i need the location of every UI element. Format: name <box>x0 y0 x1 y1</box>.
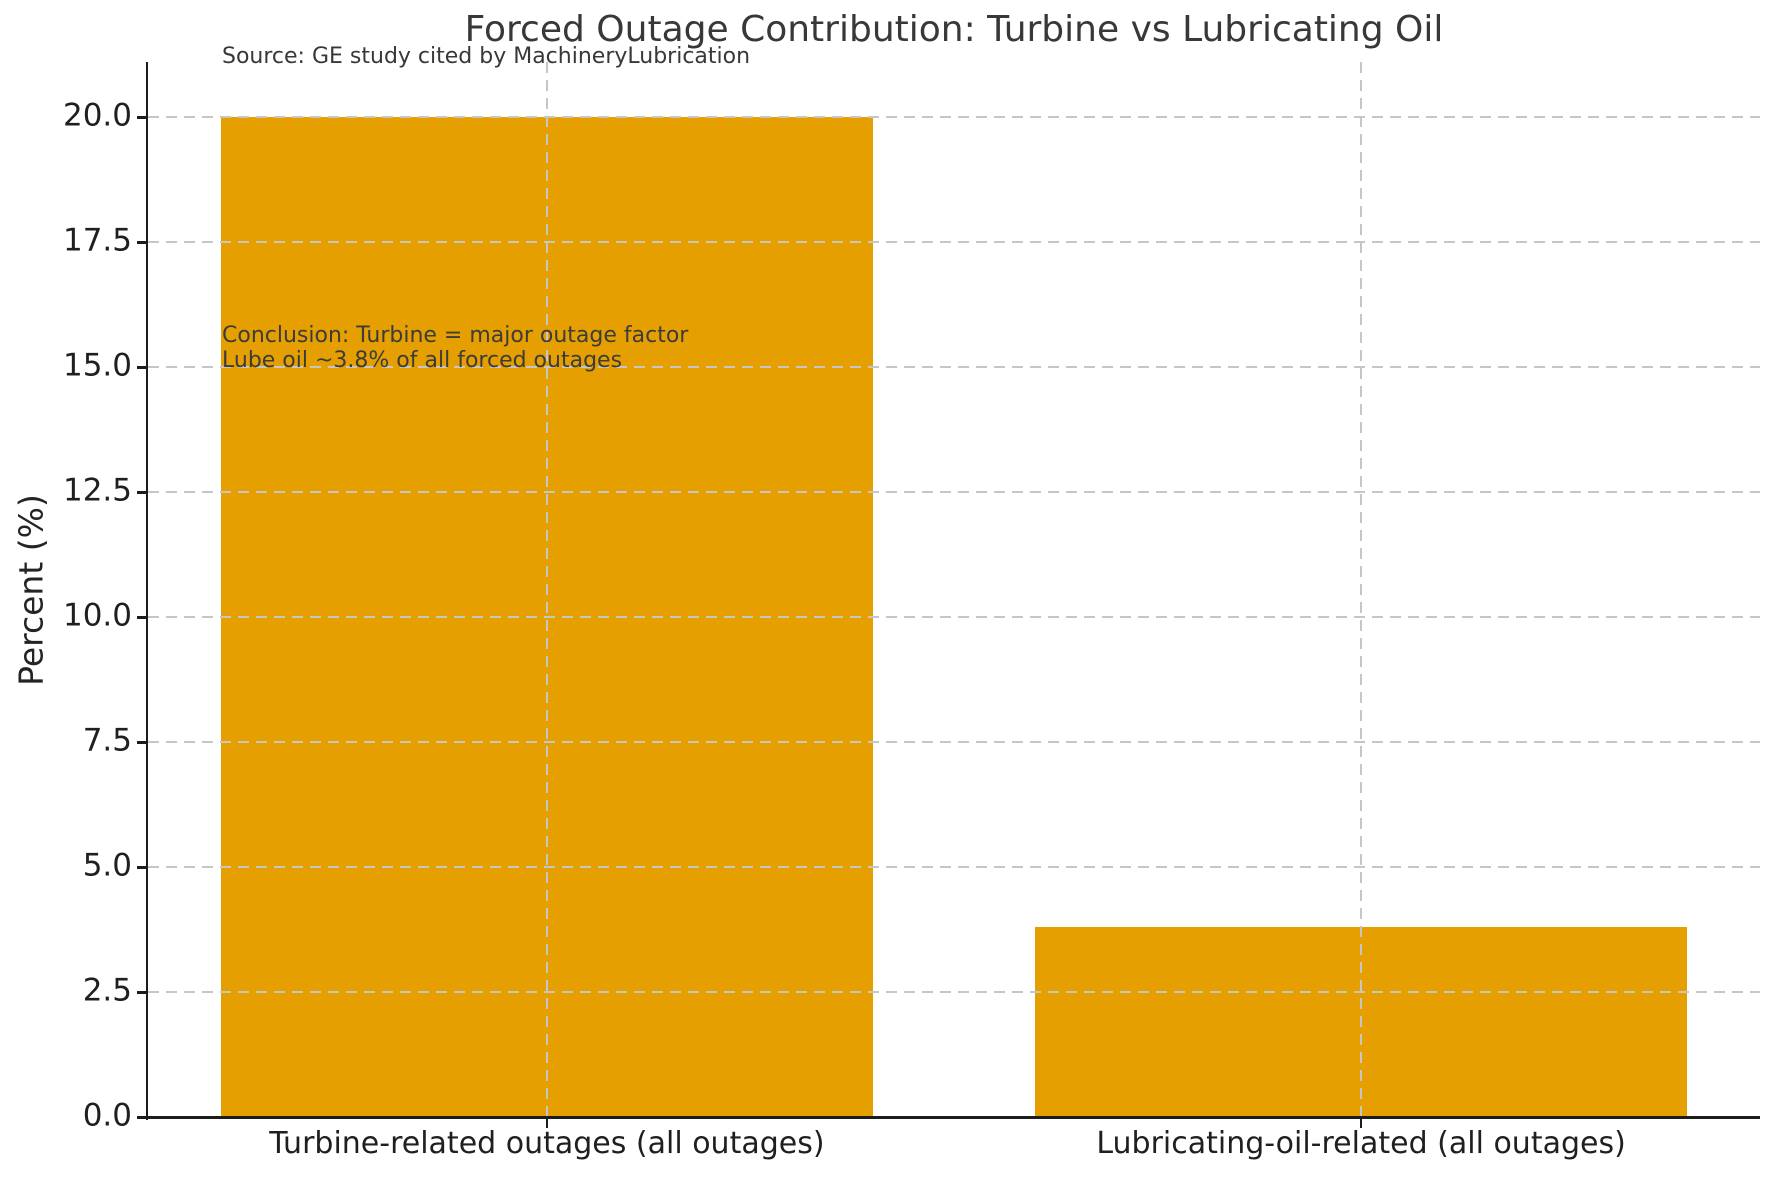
y-axis-label: Percent (%) <box>11 494 51 686</box>
horizontal-gridline <box>148 241 1760 243</box>
y-tick-label: 17.5 <box>62 222 132 259</box>
source-note: Source: GE study cited by MachineryLubri… <box>222 44 751 69</box>
horizontal-gridline <box>148 491 1760 493</box>
y-tick-mark <box>136 741 146 744</box>
horizontal-gridline <box>148 866 1760 868</box>
y-tick-label: 7.5 <box>82 722 132 759</box>
y-tick-label: 20.0 <box>62 97 132 134</box>
y-tick-mark <box>136 866 146 869</box>
y-tick-label: 5.0 <box>82 847 132 884</box>
vertical-gridline <box>545 62 548 1117</box>
y-tick-mark <box>136 616 146 619</box>
horizontal-gridline <box>148 616 1760 618</box>
horizontal-gridline <box>148 991 1760 993</box>
y-tick-label: 2.5 <box>82 972 132 1009</box>
x-tick-label: Turbine-related outages (all outages) <box>269 1126 825 1161</box>
horizontal-gridline <box>148 366 1760 368</box>
y-axis-spine <box>145 62 148 1120</box>
y-tick-label: 0.0 <box>82 1097 132 1134</box>
conclusion-annotation: Conclusion: Turbine = major outage facto… <box>222 323 688 373</box>
x-tick-mark <box>1359 1118 1363 1128</box>
y-tick-mark <box>136 491 146 494</box>
chart-title: Forced Outage Contribution: Turbine vs L… <box>464 9 1444 50</box>
annotation-line-1: Conclusion: Turbine = major outage facto… <box>222 323 689 348</box>
annotation-line-2: Lube oil ~3.8% of all forced outages <box>222 348 623 373</box>
y-tick-mark <box>136 366 146 369</box>
y-tick-mark <box>136 1116 146 1119</box>
y-tick-mark <box>136 241 146 244</box>
y-tick-mark <box>136 116 146 119</box>
y-tick-label: 15.0 <box>62 347 132 384</box>
x-tick-label: Lubricating-oil-related (all outages) <box>1096 1126 1626 1161</box>
x-tick-mark <box>545 1118 549 1128</box>
horizontal-gridline <box>148 741 1760 743</box>
y-tick-label: 10.0 <box>62 597 132 634</box>
horizontal-gridline <box>148 116 1760 118</box>
y-tick-mark <box>136 991 146 994</box>
x-axis-spine <box>145 1116 1760 1119</box>
vertical-gridline <box>1360 62 1363 1117</box>
y-tick-label: 12.5 <box>62 472 132 509</box>
